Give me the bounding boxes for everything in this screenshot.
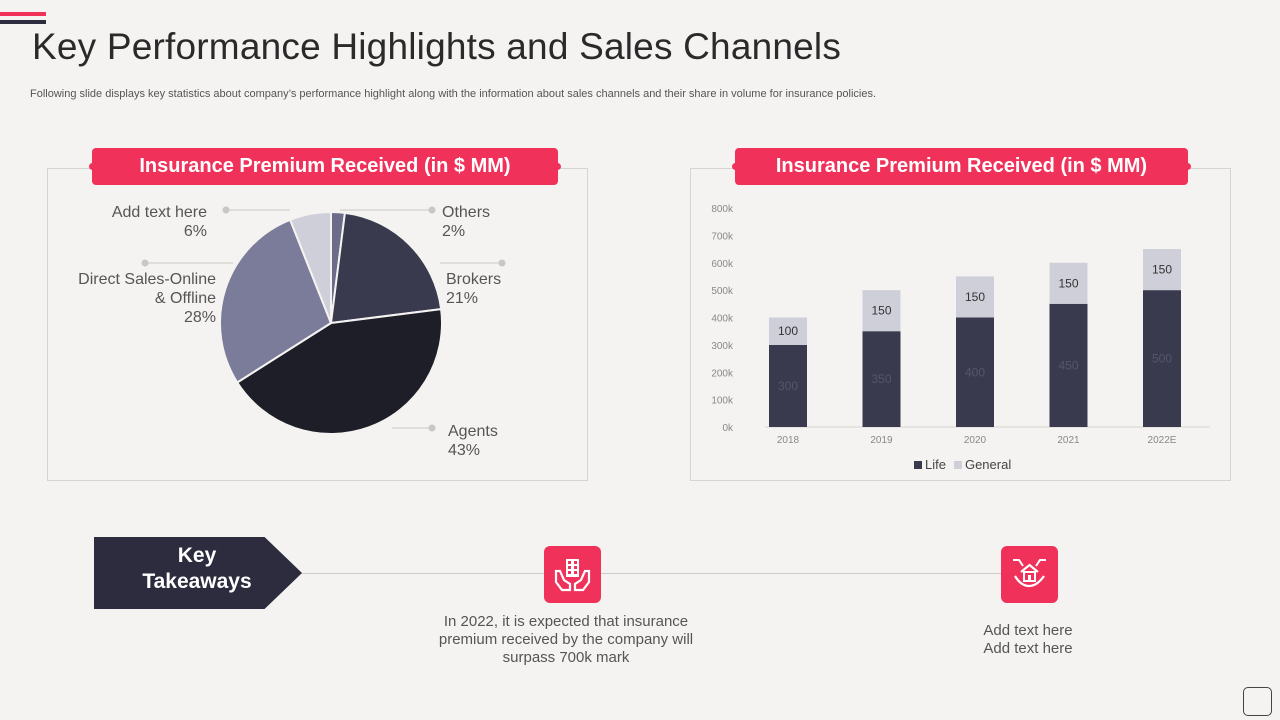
pie-label-others: Others 2% xyxy=(442,204,491,240)
bar-chart-panel xyxy=(690,168,1231,481)
pie-chart-title: Insurance Premium Received (in $ MM) xyxy=(89,148,561,185)
takeaways-timeline xyxy=(300,573,1058,574)
pie-label-add-text: Add text here 6% xyxy=(111,204,207,240)
page-title: Key Performance Highlights and Sales Cha… xyxy=(32,26,842,67)
corner-box xyxy=(1243,687,1272,716)
pie-chart-title-text: Insurance Premium Received (in $ MM) xyxy=(139,155,511,177)
key-takeaways-heading: Key Takeaways xyxy=(142,544,252,593)
pie-label-brokers: Brokers 21% xyxy=(446,271,502,307)
key-takeaways-arrow xyxy=(94,537,302,609)
accent-bars xyxy=(0,12,46,26)
legend-general: General xyxy=(953,457,1011,472)
house-hands-icon xyxy=(1001,546,1058,603)
pie-label-direct-sales: Direct Sales-Online & Offline 28% xyxy=(78,271,216,326)
takeaway-text-2: Add text here Add text here xyxy=(983,622,1073,657)
legend-life: Life xyxy=(914,457,946,472)
page-subtitle: Following slide displays key statistics … xyxy=(30,88,877,100)
bar-chart-title: Insurance Premium Received (in $ MM) xyxy=(732,148,1191,185)
building-hands-icon xyxy=(544,546,601,603)
bar-chart-title-text: Insurance Premium Received (in $ MM) xyxy=(775,155,1148,177)
pie-label-agents: Agents 43% xyxy=(448,423,498,459)
takeaway-text-1: In 2022, it is expected that insurance p… xyxy=(438,613,694,666)
bar-chart-legend: Life General xyxy=(914,457,1011,472)
